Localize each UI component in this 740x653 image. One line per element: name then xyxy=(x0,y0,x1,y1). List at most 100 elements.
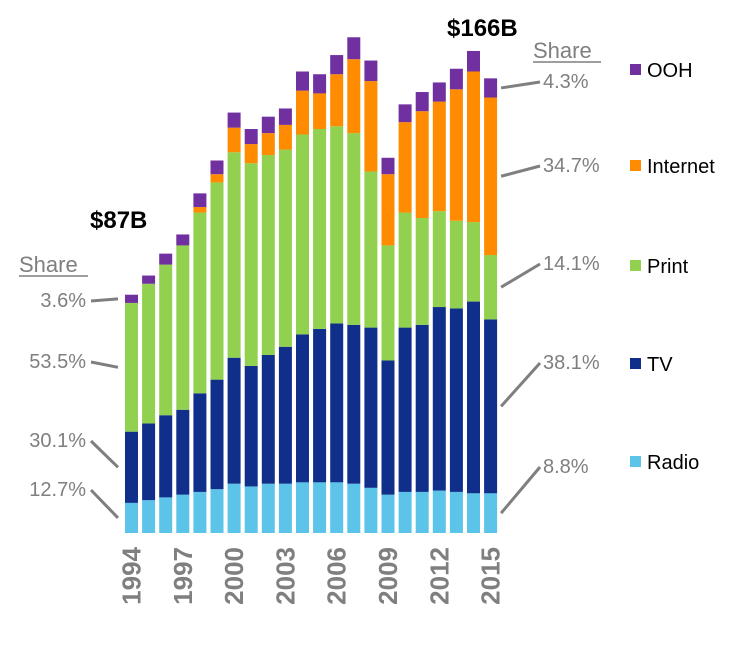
legend-label-ooh: OOH xyxy=(647,60,693,82)
right-share-print: 14.1% xyxy=(543,253,600,275)
bar-ooh-2012 xyxy=(432,82,446,102)
bar-print-2006 xyxy=(330,126,344,324)
bar-internet-2008 xyxy=(364,81,378,172)
x-tick-label: 2012 xyxy=(424,547,454,605)
bar-internet-2005 xyxy=(313,93,327,130)
bar-ooh-2015 xyxy=(484,78,498,98)
bar-radio-2000 xyxy=(227,483,241,533)
bar-ooh-2003 xyxy=(278,108,292,125)
legend-swatch-tv xyxy=(630,358,641,369)
bar-radio-2015 xyxy=(484,493,498,533)
legend-swatch-ooh xyxy=(630,64,641,75)
bar-tv-2006 xyxy=(330,323,344,483)
bar-radio-1996 xyxy=(159,497,173,533)
total-label-start: $87B xyxy=(90,207,147,234)
bar-tv-2011 xyxy=(415,324,429,492)
bar-print-2005 xyxy=(313,129,327,329)
right-share-header: Share xyxy=(533,38,592,63)
bar-radio-2004 xyxy=(296,482,309,533)
right-share-labels: 4.3% 34.7% 14.1% 38.1% 8.8% xyxy=(499,71,600,515)
bar-ooh-1998 xyxy=(193,193,207,208)
legend-label-tv: TV xyxy=(647,354,673,376)
bar-internet-2007 xyxy=(347,59,361,134)
bar-print-2012 xyxy=(432,211,446,308)
left-share-connector-radio xyxy=(89,488,120,519)
bar-internet-2013 xyxy=(449,89,463,221)
legend-label-internet: Internet xyxy=(647,156,715,178)
bar-radio-2014 xyxy=(467,493,480,533)
bar-print-2013 xyxy=(449,220,463,309)
left-share-connector-ooh xyxy=(90,297,119,303)
bar-print-2007 xyxy=(347,133,361,325)
legend-label-radio: Radio xyxy=(647,452,699,474)
left-share-connector-tv xyxy=(89,439,120,469)
bar-internet-2000 xyxy=(227,127,241,153)
left-share-labels: 3.6% 53.5% 30.1% 12.7% xyxy=(29,290,120,519)
x-tick-label: 2006 xyxy=(322,547,352,605)
bar-ooh-2006 xyxy=(330,55,344,75)
bar-internet-2002 xyxy=(261,133,275,156)
bar-internet-2003 xyxy=(278,124,292,150)
bar-ooh-1997 xyxy=(176,234,190,246)
bar-ooh-1995 xyxy=(142,275,156,284)
bar-tv-2003 xyxy=(278,346,292,484)
bar-radio-2006 xyxy=(330,482,344,533)
bar-ooh-2007 xyxy=(347,37,361,60)
bar-tv-1994 xyxy=(125,431,138,503)
bar-internet-1998 xyxy=(193,207,207,213)
bar-radio-2012 xyxy=(432,490,446,533)
right-share-connector-radio xyxy=(499,466,542,515)
bar-ooh-2001 xyxy=(244,129,258,145)
bar-tv-1999 xyxy=(210,379,224,490)
right-share-tv: 38.1% xyxy=(543,352,600,374)
left-share-radio: 12.7% xyxy=(29,479,86,501)
bar-print-2011 xyxy=(415,218,429,325)
right-share-connector-ooh xyxy=(500,80,541,90)
bar-print-1996 xyxy=(159,264,173,416)
left-share-connector-print xyxy=(90,360,119,369)
left-share-tv: 30.1% xyxy=(29,430,86,452)
bar-tv-2012 xyxy=(432,307,446,491)
bar-print-2001 xyxy=(244,163,258,366)
bar-radio-2007 xyxy=(347,483,361,533)
x-tick-label: 2000 xyxy=(219,547,249,605)
bar-internet-2010 xyxy=(398,122,412,213)
bar-radio-2010 xyxy=(398,491,412,533)
bar-print-2003 xyxy=(278,149,292,347)
bar-tv-1995 xyxy=(142,423,156,501)
bar-internet-2012 xyxy=(432,101,446,212)
bar-tv-2007 xyxy=(347,324,361,484)
bar-radio-1995 xyxy=(142,500,156,533)
x-tick-label: 2003 xyxy=(270,547,300,605)
bar-tv-1996 xyxy=(159,415,173,498)
legend-swatch-internet xyxy=(630,160,641,171)
bar-tv-2009 xyxy=(381,360,395,495)
bar-ooh-2010 xyxy=(398,104,412,123)
right-share-connector-tv xyxy=(499,361,542,408)
x-tick-label: 2009 xyxy=(373,547,403,605)
bar-print-1994 xyxy=(125,302,138,432)
right-share-radio: 8.8% xyxy=(543,456,589,478)
bar-radio-2011 xyxy=(415,491,429,533)
right-share-connector-print xyxy=(500,262,541,289)
bar-radio-2002 xyxy=(261,483,275,533)
bar-print-2004 xyxy=(296,134,309,335)
bar-radio-2013 xyxy=(449,491,463,533)
bar-internet-2001 xyxy=(244,144,258,164)
bar-tv-2001 xyxy=(244,365,258,487)
bar-ooh-2000 xyxy=(227,112,241,128)
left-share-header: Share xyxy=(19,252,78,277)
bar-ooh-2008 xyxy=(364,60,378,82)
bar-radio-1997 xyxy=(176,494,190,533)
bar-print-2008 xyxy=(364,171,378,328)
bar-tv-2005 xyxy=(313,328,327,483)
bar-print-1997 xyxy=(176,245,190,410)
bar-print-2009 xyxy=(381,245,395,361)
legend-swatch-print xyxy=(630,260,641,271)
bar-internet-2014 xyxy=(467,71,480,223)
total-label-end: $166B xyxy=(447,15,518,42)
bar-ooh-2009 xyxy=(381,157,395,175)
x-tick-label: 1997 xyxy=(168,547,198,605)
bar-print-1998 xyxy=(193,212,207,394)
